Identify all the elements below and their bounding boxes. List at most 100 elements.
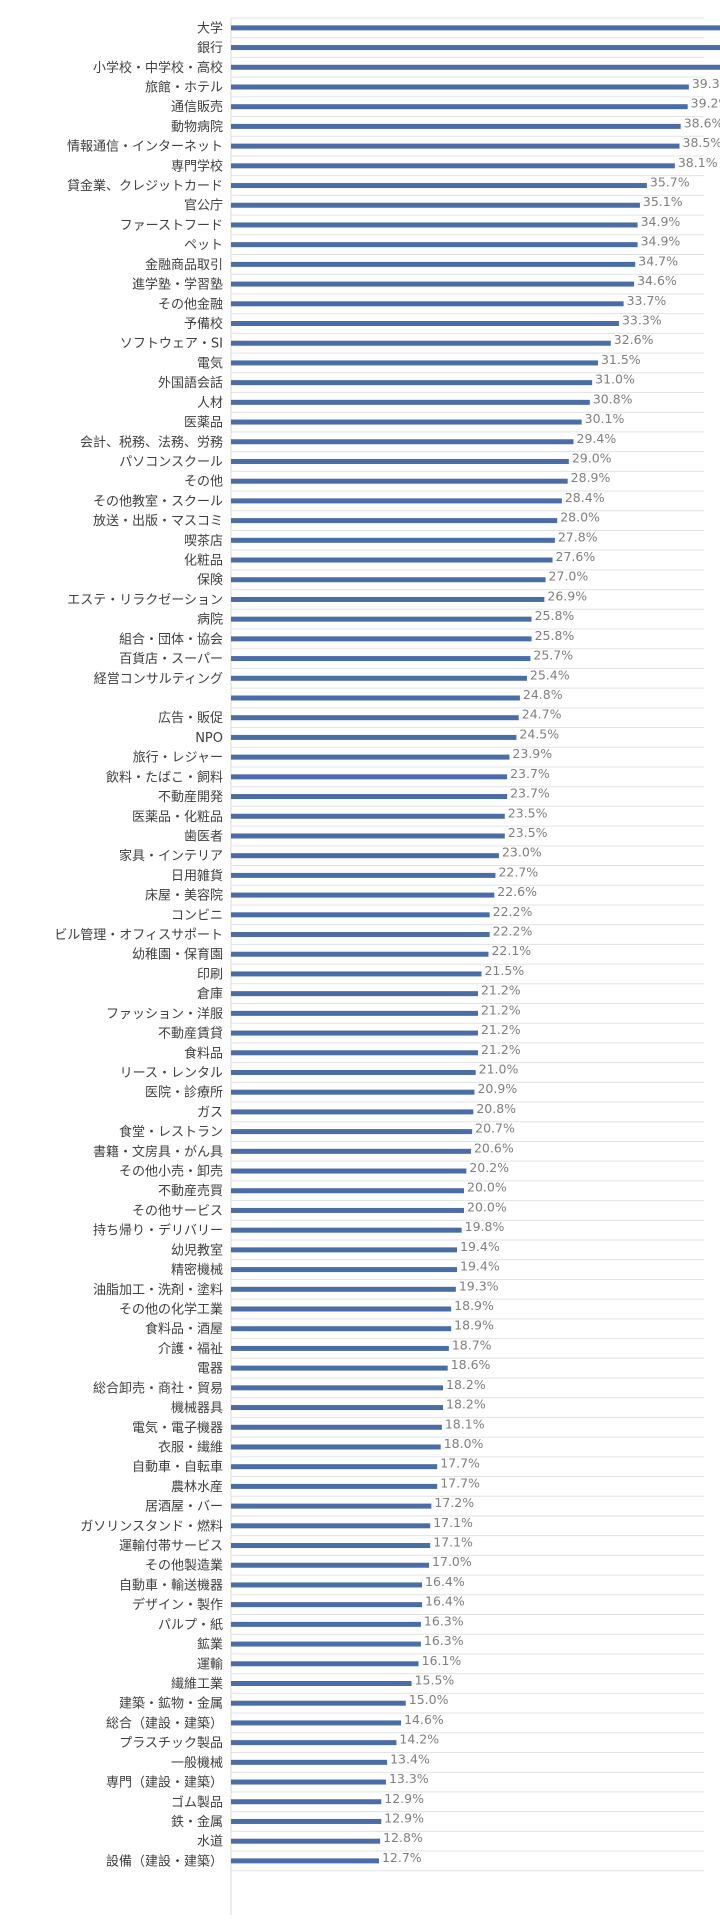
bar [231,774,508,780]
value-label: 15.5% [415,1672,455,1687]
value-label-backdrop [438,1458,483,1471]
value-label-backdrop [476,1064,521,1077]
category-label: 喫茶店 [184,533,223,549]
bar [231,1207,464,1213]
value-label: 19.4% [460,1239,500,1254]
category-label: プラスチック製品 [119,1736,223,1751]
bar [231,1602,423,1608]
value-label: 12.8% [383,1830,423,1845]
value-label-backdrop [546,571,591,584]
bar [231,872,496,878]
bar [231,1720,402,1726]
value-label-backdrop [423,1596,468,1609]
value-label: 23.9% [512,746,552,761]
bar [231,596,545,602]
value-label-backdrop [444,1379,489,1392]
category-label: 居酒屋・バー [145,1500,223,1515]
value-label-backdrop [444,1399,489,1412]
bar [231,1523,431,1529]
value-label-backdrop [638,216,683,229]
value-label-backdrop [386,1774,431,1787]
bar [231,991,478,997]
category-label: 食料品・酒屋 [145,1321,223,1337]
category-label: 不動産売買 [158,1183,223,1199]
category-label: その他小売・卸売 [119,1164,223,1180]
value-label: 19.4% [460,1259,500,1274]
value-label-backdrop [505,827,550,840]
value-label: 16.3% [424,1613,464,1628]
category-label: 経営コンサルティング [94,672,223,687]
value-label-backdrop [465,1182,509,1195]
value-label-backdrop [532,630,577,643]
bar [231,183,647,189]
bar [231,458,569,464]
value-label: 12.9% [384,1810,424,1825]
bar [231,321,619,327]
value-label: 23.5% [508,825,548,840]
category-label: 運輸付帯サービス [119,1539,223,1554]
value-label: 21.2% [481,1022,521,1037]
value-label: 25.7% [533,648,573,663]
category-label: 電気 [197,355,223,371]
category-label: 百貨店・スーパー [119,651,223,667]
bar [231,1562,430,1568]
category-label: 旅館・ホテル [145,80,223,95]
category-label: 書籍・文房具・がん具 [93,1144,223,1160]
value-label: 34.7% [638,253,678,268]
value-labels: 57.0%51.2%42.5%39.3%39.2%38.6%38.5%38.1%… [379,76,720,1865]
value-label-backdrop [388,1754,433,1767]
value-label: 39.2% [691,96,720,111]
value-label: 18.9% [454,1298,494,1313]
category-label: ガソリンスタンド・燃料 [80,1518,223,1534]
value-label: 13.4% [390,1751,430,1766]
category-label: エステ・リラクゼーション [67,593,223,608]
value-label: 31.5% [601,352,641,367]
value-label: 24.7% [522,707,562,722]
category-label: 鉄・金属 [171,1814,223,1830]
category-label: 総合卸売・商社・貿易 [93,1380,223,1396]
category-label: 設備（建設・建築） [106,1853,223,1869]
bar [231,1069,476,1075]
value-label: 14.2% [399,1732,439,1747]
value-label: 34.9% [641,234,681,249]
value-label: 28.9% [571,470,611,485]
bar [231,1267,458,1273]
bar [231,439,574,445]
bar [231,1326,452,1332]
value-label: 25.8% [535,628,575,643]
category-label: 病院 [197,613,223,628]
value-label-backdrop [681,118,720,131]
value-label-backdrop [471,1143,516,1156]
value-label-backdrop [490,926,535,939]
category-label: パルプ・紙 [158,1618,223,1633]
bar [231,754,510,760]
category-label: 鉱業 [197,1637,223,1653]
bar [231,1148,471,1154]
bar [231,261,636,267]
value-label-backdrop [619,315,664,328]
category-label: 自動車・輸送機器 [119,1578,223,1593]
value-label: 33.7% [627,293,667,308]
value-label-backdrop [647,177,692,190]
value-label-backdrop [688,98,720,111]
value-label: 23.5% [508,805,548,820]
category-label: 歯医者 [184,829,223,844]
category-label: 日用雑貨 [171,868,223,884]
value-label-backdrop [680,138,720,151]
bar [231,1543,431,1549]
value-label: 27.8% [558,529,598,544]
value-label-backdrop [448,1360,493,1373]
value-label-backdrop [527,670,572,683]
value-label-backdrop [689,78,720,91]
bar [231,399,590,405]
category-label: 飲料・たばこ・飼料 [106,769,223,785]
category-label: 専門（建設・建築） [106,1775,223,1791]
bar [231,1740,397,1746]
value-label-backdrop [431,1517,476,1530]
value-label: 35.1% [643,194,683,209]
category-label: 総合（建設・建築） [106,1715,223,1731]
value-label: 32.6% [614,332,654,347]
bar [231,1621,421,1627]
value-label-backdrop [423,1576,468,1589]
